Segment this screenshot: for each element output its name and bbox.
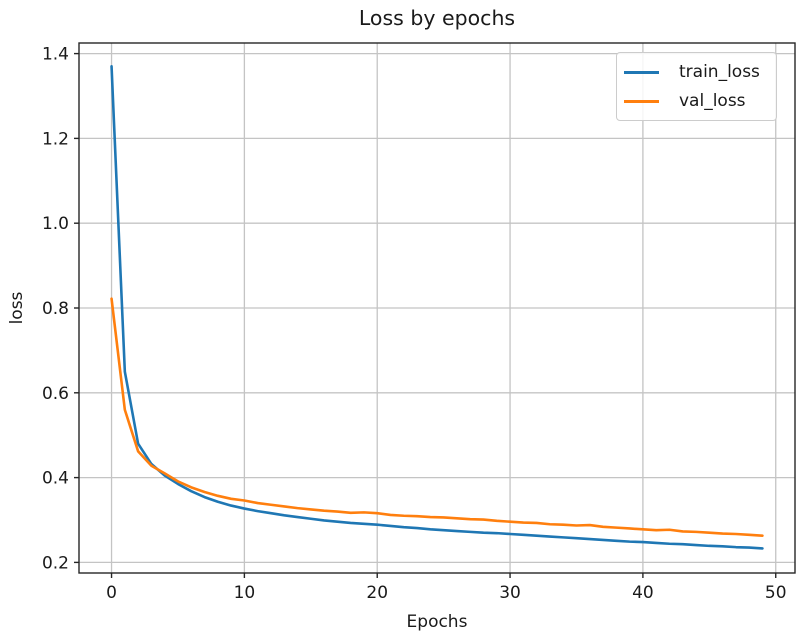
y-tick-label: 0.8 — [42, 299, 69, 319]
y-tick-label: 0.4 — [42, 469, 69, 489]
val-loss-line-swatch-icon — [624, 99, 659, 103]
series-line-train_loss — [110, 65, 764, 550]
train-loss-line-swatch-icon — [624, 70, 659, 74]
legend-entry-val-loss: val_loss — [624, 91, 766, 111]
y-axis-label: loss — [7, 291, 27, 325]
x-tick-label: 20 — [366, 583, 388, 603]
y-tick-label: 1.2 — [42, 129, 69, 149]
y-tick-label: 1.4 — [42, 45, 69, 65]
x-tick-label: 10 — [234, 583, 256, 603]
x-axis-label: Epochs — [406, 612, 468, 632]
chart-title: Loss by epochs — [358, 6, 516, 30]
series-line-val_loss — [110, 297, 764, 537]
y-tick-label: 0.6 — [42, 384, 69, 404]
y-tick-label: 0.2 — [42, 553, 69, 573]
x-tick-label: 40 — [632, 583, 654, 603]
x-tick-label: 0 — [106, 583, 117, 603]
legend-label-val-loss: val_loss — [679, 91, 746, 111]
y-tick-label: 1.0 — [42, 214, 69, 234]
legend-entry-train-loss: train_loss — [624, 62, 766, 82]
x-tick-label: 30 — [499, 583, 521, 603]
x-tick-label: 50 — [765, 583, 787, 603]
legend: train_loss val_loss — [616, 52, 777, 121]
legend-label-train-loss: train_loss — [679, 62, 760, 82]
